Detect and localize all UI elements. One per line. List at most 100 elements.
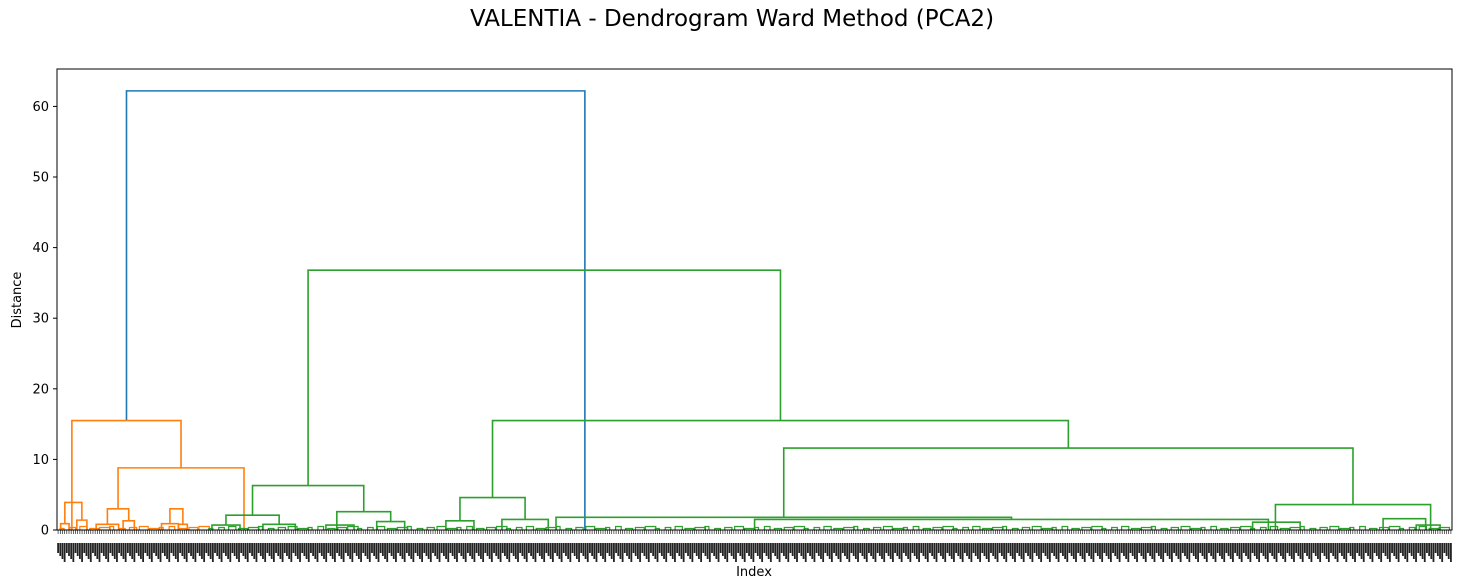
- leaf-label-mark: [1351, 543, 1354, 559]
- dendrogram-leaf-merge: [1031, 525, 1042, 530]
- leaf-label-mark: [102, 543, 105, 556]
- leaf-label-mark: [1336, 543, 1339, 562]
- leaf-label-mark: [264, 543, 267, 562]
- leaf-label-mark: [763, 543, 766, 553]
- dendrogram-leaf-merge: [575, 526, 584, 530]
- leaf-label-mark: [528, 543, 530, 553]
- leaf-label-mark: [1384, 543, 1387, 556]
- leaf-label-mark: [1114, 543, 1117, 556]
- leaf-label-mark: [225, 543, 227, 556]
- leaf-label-mark: [1417, 543, 1420, 553]
- leaf-label-mark: [822, 543, 825, 562]
- leaf-label-mark: [796, 543, 798, 562]
- leaf-label-mark: [61, 543, 64, 559]
- leaf-label-mark: [466, 543, 469, 553]
- leaf-label-mark: [735, 543, 737, 562]
- leaf-label-mark: [817, 543, 820, 556]
- leaf-label-mark: [1173, 543, 1175, 553]
- leaf-label-mark: [390, 543, 393, 556]
- leaf-label-mark: [865, 543, 868, 562]
- leaf-label-mark: [401, 543, 404, 559]
- leaf-label-mark: [1391, 543, 1393, 553]
- leaf-label-mark: [185, 543, 188, 562]
- leaf-label-mark: [1048, 543, 1051, 562]
- leaf-label-mark: [1075, 543, 1077, 562]
- leaf-label-mark: [451, 543, 454, 556]
- leaf-label-mark: [711, 543, 713, 553]
- dendrogram-leaf-merge: [307, 526, 313, 530]
- dendrogram-link: [555, 516, 1013, 530]
- leaf-label-mark: [1288, 543, 1291, 556]
- leaf-label-mark: [924, 543, 927, 559]
- leaf-label-mark: [807, 543, 809, 553]
- leaf-label-mark: [1179, 543, 1182, 562]
- leaf-label-mark: [1107, 543, 1110, 559]
- leaf-label-mark: [514, 543, 517, 559]
- leaf-label-mark: [1341, 543, 1343, 556]
- leaf-label-mark: [504, 543, 506, 556]
- dendrogram-leaf-merge: [1398, 527, 1404, 530]
- dendrogram-leaf-merge: [1061, 525, 1069, 530]
- leaf-label-mark: [861, 543, 864, 556]
- leaf-label-mark: [1260, 543, 1263, 553]
- leaf-label-mark: [299, 543, 301, 562]
- leaf-label-mark: [1439, 543, 1441, 559]
- leaf-label-mark: [946, 543, 949, 553]
- dendrogram-leaf-merge: [138, 525, 149, 530]
- leaf-label-mark: [981, 543, 984, 553]
- dendrogram-leaf-merge: [1249, 527, 1256, 530]
- dendrogram-link: [106, 508, 130, 525]
- leaf-label-mark: [1234, 543, 1237, 553]
- leaf-label-mark: [881, 543, 883, 559]
- leaf-label-mark: [1382, 543, 1385, 553]
- links-layer: [59, 90, 1451, 530]
- leaf-label-mark: [1251, 543, 1254, 553]
- leaf-label-mark: [1190, 543, 1193, 553]
- leaf-label-mark: [207, 543, 210, 556]
- leaf-label-mark: [1099, 543, 1101, 559]
- leaf-label-mark: [1297, 543, 1300, 556]
- leaf-label-mark: [1256, 543, 1258, 559]
- leaf-label-mark: [1334, 543, 1337, 559]
- leaf-label-mark: [922, 543, 925, 556]
- leaf-label-mark: [1066, 543, 1069, 562]
- leaf-label-mark: [724, 543, 726, 559]
- leaf-label-mark: [1415, 543, 1417, 562]
- leaf-label-mark: [791, 543, 794, 556]
- leaf-label-mark: [65, 543, 68, 553]
- dendrogram-link: [71, 419, 182, 530]
- leaf-label-mark: [909, 543, 912, 562]
- leaf-label-mark: [1038, 543, 1040, 559]
- leaf-label-mark: [249, 543, 251, 553]
- leaf-label-mark: [876, 543, 879, 553]
- dendrogram-link: [782, 447, 1354, 518]
- dendrogram-leaf-merge: [357, 527, 363, 530]
- leaf-label-mark: [1347, 543, 1350, 553]
- dendrogram-leaf-merge: [188, 526, 199, 530]
- leaf-label-mark: [850, 543, 853, 553]
- leaf-label-mark: [759, 543, 761, 559]
- leaf-label-mark: [1112, 543, 1114, 553]
- leaf-label-mark: [887, 543, 890, 556]
- leaf-label-mark: [809, 543, 811, 556]
- dendrogram-link: [225, 514, 280, 526]
- dendrogram-leaf-merge: [1120, 525, 1130, 530]
- leaf-label-mark: [1362, 543, 1365, 562]
- leaf-label-mark: [405, 543, 408, 553]
- leaf-label-mark: [841, 543, 844, 553]
- leaf-label-mark: [473, 543, 476, 562]
- leaf-label-mark: [1033, 543, 1036, 553]
- leaf-label-mark: [767, 543, 770, 559]
- dendrogram-leaf-merge: [69, 526, 77, 530]
- leaf-label-mark: [460, 543, 463, 556]
- leaf-label-mark: [621, 543, 624, 562]
- leaf-label-mark: [327, 543, 330, 553]
- leaf-label-mark: [1160, 543, 1162, 559]
- leaf-label-mark: [349, 543, 352, 559]
- dendrogram-leaf-merge: [813, 526, 821, 530]
- leaf-label-mark: [1310, 543, 1313, 562]
- leaf-label-mark: [885, 543, 888, 553]
- leaf-label-mark: [863, 543, 866, 559]
- leaf-label-mark: [421, 543, 423, 562]
- leaf-label-mark: [787, 543, 790, 562]
